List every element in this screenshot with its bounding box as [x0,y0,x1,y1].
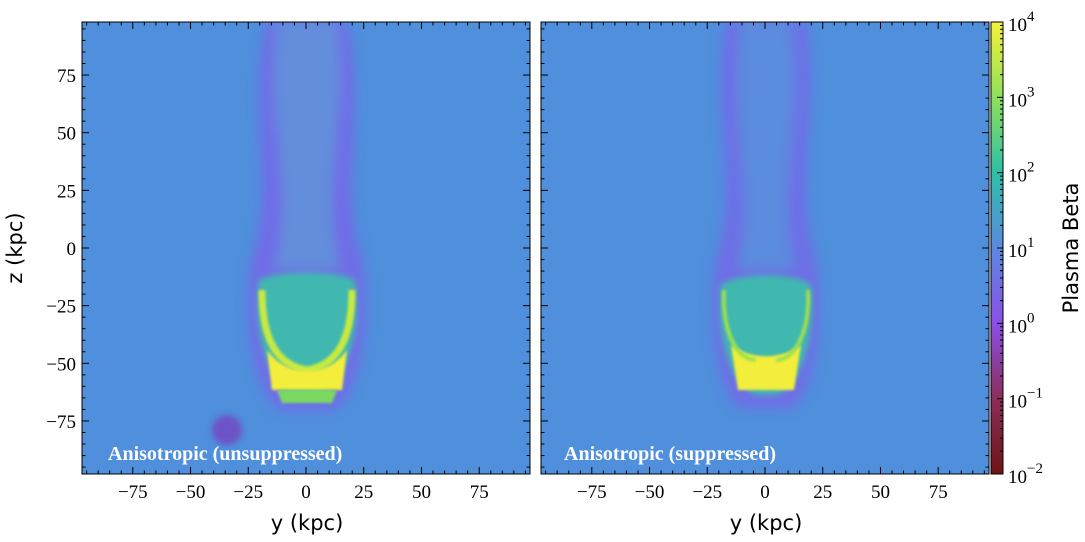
colorbar-tick-label: 102 [1008,160,1035,187]
colorbar-tick-label: 101 [1008,235,1035,262]
y-tick-label: −25 [46,297,76,318]
colorbar-tick-label: 104 [1008,9,1035,36]
panel-label: Anisotropic (unsuppressed) [108,443,342,465]
x-tick-label: 75 [929,482,948,503]
colorbar-label: Plasma Beta [1059,183,1083,314]
colorbar-tick-label: 10−1 [1008,386,1043,413]
y-tick-label: −50 [46,354,76,375]
colorbar-tick-label: 10−2 [1008,461,1043,488]
heatmap-unsuppressed [82,22,530,474]
x-axis-label: y (kpc) [730,511,803,535]
panel-label: Anisotropic (suppressed) [564,443,776,465]
x-tick-label: −75 [118,482,148,503]
x-tick-label: −75 [577,482,607,503]
x-tick-label: −50 [176,482,206,503]
y-tick-label: 75 [57,66,76,87]
x-tick-label: −25 [233,482,263,503]
x-tick-label: 50 [871,482,890,503]
x-tick-label: −50 [635,482,665,503]
x-tick-label: 50 [412,482,431,503]
colorbar-tick-label: 100 [1008,310,1035,337]
x-tick-label: −25 [692,482,722,503]
x-tick-label: 75 [470,482,489,503]
heatmap-suppressed [541,22,989,474]
x-tick-label: 25 [813,482,832,503]
y-tick-label: 25 [57,181,76,202]
y-tick-label: 0 [67,239,77,260]
y-axis-label: z (kpc) [3,212,27,283]
y-tick-label: 50 [57,124,76,145]
panel-unsuppressed: Anisotropic (unsuppressed) [81,21,531,475]
y-tick-label: −75 [46,412,76,433]
x-axis-label: y (kpc) [271,511,344,535]
colorbar-tick-label: 103 [1008,84,1035,111]
panel-suppressed: Anisotropic (suppressed) [540,21,990,475]
x-tick-label: 0 [760,482,770,503]
x-tick-label: 25 [354,482,373,503]
x-tick-label: 0 [301,482,311,503]
colorbar: 104 103 102 101 100 10−1 10−2 Plasma Beta [990,9,1083,488]
